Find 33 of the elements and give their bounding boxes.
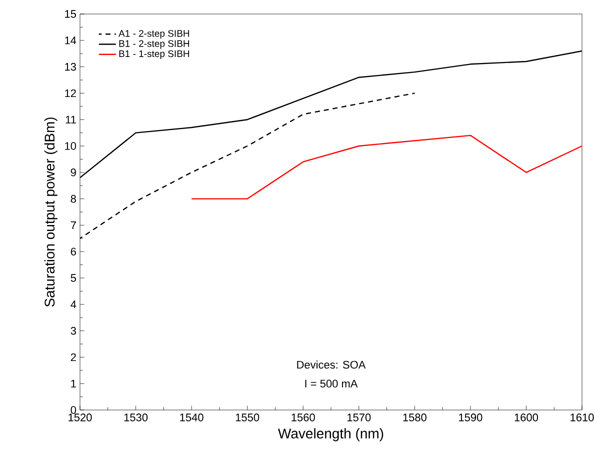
annotation: Devices: SOA [297, 360, 366, 369]
y-tick-label: 5 [70, 274, 76, 282]
legend-label: A1 - 2-step SIBH [118, 30, 190, 39]
x-tick-label: 1580 [403, 414, 426, 422]
legend-label: B1 - 2-step SIBH [119, 40, 190, 49]
y-tick-label: 0 [70, 406, 76, 414]
x-tick-label: 1590 [459, 414, 482, 422]
x-tick-label: 1520 [68, 414, 92, 422]
y-tick-label: 7 [70, 221, 76, 229]
x-tick-label: 1560 [292, 414, 315, 422]
legend-label: B1 - 1-step SIBH [119, 50, 190, 59]
y-tick-label: 14 [65, 36, 76, 44]
y-tick-label: 11 [66, 116, 76, 124]
y-tick-label: 2 [70, 353, 76, 362]
x-tick-label: 1600 [514, 414, 538, 422]
y-axis-title: Saturation output power (dBm) [44, 118, 58, 307]
x-tick-label: 1610 [570, 414, 594, 422]
y-tick-label: 8 [70, 194, 76, 203]
y-tick-label: 13 [65, 62, 76, 71]
y-tick-label: 3 [70, 326, 76, 335]
annotation: I = 500 mA [305, 380, 358, 388]
x-tick-label: 1550 [236, 414, 260, 422]
y-tick-label: 12 [65, 89, 76, 98]
x-tick-label: 1570 [347, 414, 371, 422]
y-tick-label: 6 [70, 248, 76, 256]
y-tick-label: 9 [70, 168, 76, 176]
y-tick-label: 4 [70, 300, 76, 308]
y-tick-label: 10 [65, 142, 76, 150]
y-tick-label: 15 [65, 10, 76, 18]
y-tick-label: 1 [71, 380, 76, 388]
x-axis-title: Wavelength (nm) [278, 428, 384, 442]
x-tick-label: 1530 [124, 414, 148, 422]
x-tick-label: 1540 [180, 414, 204, 422]
